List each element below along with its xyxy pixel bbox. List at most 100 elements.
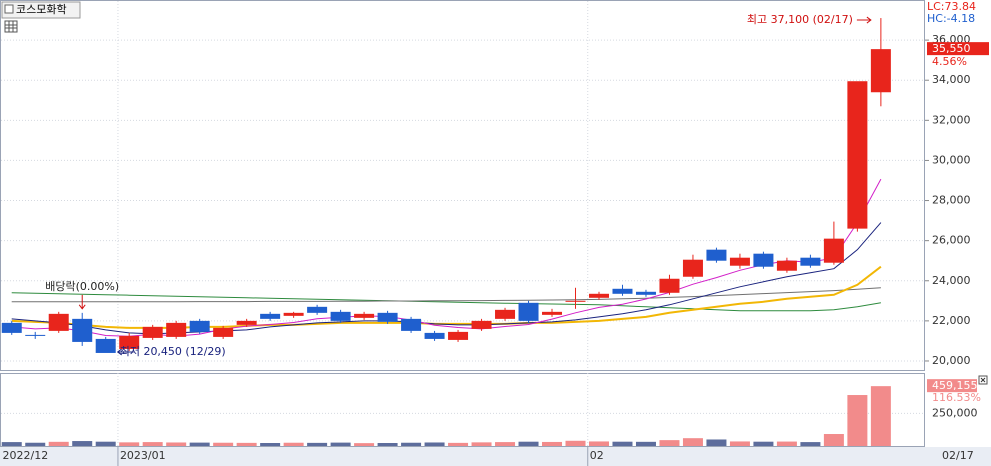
price-change: 4.56% xyxy=(932,55,967,68)
candle-body xyxy=(518,302,539,321)
date-strip xyxy=(0,447,991,466)
volume-bar xyxy=(870,386,891,446)
volume-bar xyxy=(847,395,868,446)
y-tick-label: 22,000 xyxy=(932,314,971,327)
candle-body xyxy=(236,320,257,325)
candle-body xyxy=(119,335,140,349)
candle-body xyxy=(142,326,163,338)
high-note: 최고 37,100 (02/17) xyxy=(747,13,853,26)
candle-body xyxy=(48,313,69,331)
y-tick-label: 34,000 xyxy=(932,73,971,86)
x-tick-label: 02 xyxy=(590,449,604,462)
volume-bar xyxy=(1,442,22,446)
volume-bar xyxy=(330,442,351,446)
candle-body xyxy=(753,253,774,267)
moving-average xyxy=(11,287,881,303)
volume-change: 116.53% xyxy=(932,391,981,404)
hc-text: HC:-4.18 xyxy=(927,12,975,25)
volume-tick-label: 250,000 xyxy=(932,406,978,419)
volume-bar xyxy=(776,441,797,446)
event-note: 배당락(0.00%) xyxy=(45,280,119,293)
table-icon[interactable] xyxy=(4,20,18,33)
event-arrow xyxy=(78,294,86,310)
volume-bar xyxy=(401,442,422,446)
candle-body xyxy=(495,309,516,319)
price-marker-label: 35,550 xyxy=(932,42,971,55)
volume-bar xyxy=(635,441,656,446)
candle-body xyxy=(659,278,680,293)
volume-bar xyxy=(283,442,304,446)
candle-body xyxy=(635,291,656,295)
x-tick-label: 2022/12 xyxy=(3,449,49,462)
y-tick-label: 28,000 xyxy=(932,194,971,207)
volume-bar xyxy=(565,440,586,446)
candle-body xyxy=(424,332,445,339)
candle-body xyxy=(800,257,821,266)
candle-body xyxy=(330,311,351,321)
volume-bar xyxy=(72,441,93,446)
price-marker-box xyxy=(927,42,989,56)
candle-body xyxy=(565,300,586,302)
volume-bar xyxy=(518,441,539,446)
volume-bar xyxy=(189,442,210,446)
candle-body xyxy=(377,312,398,322)
volume-bar xyxy=(142,442,163,446)
title-box[interactable] xyxy=(1,1,81,19)
volume-panel xyxy=(0,373,925,447)
volume-marker-box xyxy=(927,379,977,393)
volume-bar xyxy=(448,442,469,446)
volume-bar xyxy=(377,443,398,446)
volume-bar xyxy=(659,440,680,446)
volume-bar xyxy=(542,441,563,446)
candle-body xyxy=(1,322,22,333)
low-arrow xyxy=(116,348,134,356)
y-tick-label: 32,000 xyxy=(932,113,971,126)
volume-bar xyxy=(753,441,774,446)
candle-body xyxy=(588,293,609,298)
moving-average xyxy=(11,178,882,337)
checkbox[interactable] xyxy=(4,4,14,14)
volume-bar xyxy=(119,442,140,446)
moving-average xyxy=(11,265,882,329)
volume-bar xyxy=(471,442,492,446)
candle-body xyxy=(166,322,187,337)
volume-bar xyxy=(95,441,116,446)
high-arrow xyxy=(856,16,872,24)
volume-bar xyxy=(307,442,328,446)
table-icon-grid xyxy=(5,21,17,32)
price-panel xyxy=(0,0,925,371)
low-note: 최저 20,450 (12/29) xyxy=(120,345,226,358)
volume-bar xyxy=(682,438,703,446)
candle-body xyxy=(729,257,750,266)
candle-body xyxy=(25,334,46,336)
candle-body xyxy=(542,311,563,315)
candle-body xyxy=(706,249,727,261)
candle-body xyxy=(213,327,234,337)
volume-bar xyxy=(729,441,750,446)
moving-average xyxy=(11,292,881,312)
candle-body xyxy=(72,318,93,342)
volume-bar xyxy=(612,441,633,446)
candle-body xyxy=(283,312,304,316)
volume-bar xyxy=(236,442,257,446)
candle-body xyxy=(189,320,210,332)
volume-bar xyxy=(213,442,234,446)
candle-body xyxy=(682,259,703,277)
candle-body xyxy=(354,313,375,318)
candle-body xyxy=(847,81,868,229)
candle-body xyxy=(401,318,422,331)
chart-title: 코스모화학 xyxy=(16,3,67,16)
volume-bar xyxy=(354,443,375,446)
x-end-label: 02/17 xyxy=(942,449,974,462)
candle-body xyxy=(307,306,328,313)
candle-body xyxy=(260,313,281,319)
volume-bar xyxy=(495,442,516,446)
y-tick-label: 20,000 xyxy=(932,354,971,367)
volume-bar xyxy=(260,443,281,446)
volume-bar xyxy=(166,442,187,446)
candle-body xyxy=(448,331,469,340)
volume-bar xyxy=(25,442,46,446)
volume-bar xyxy=(588,441,609,446)
candle-body xyxy=(823,238,844,263)
